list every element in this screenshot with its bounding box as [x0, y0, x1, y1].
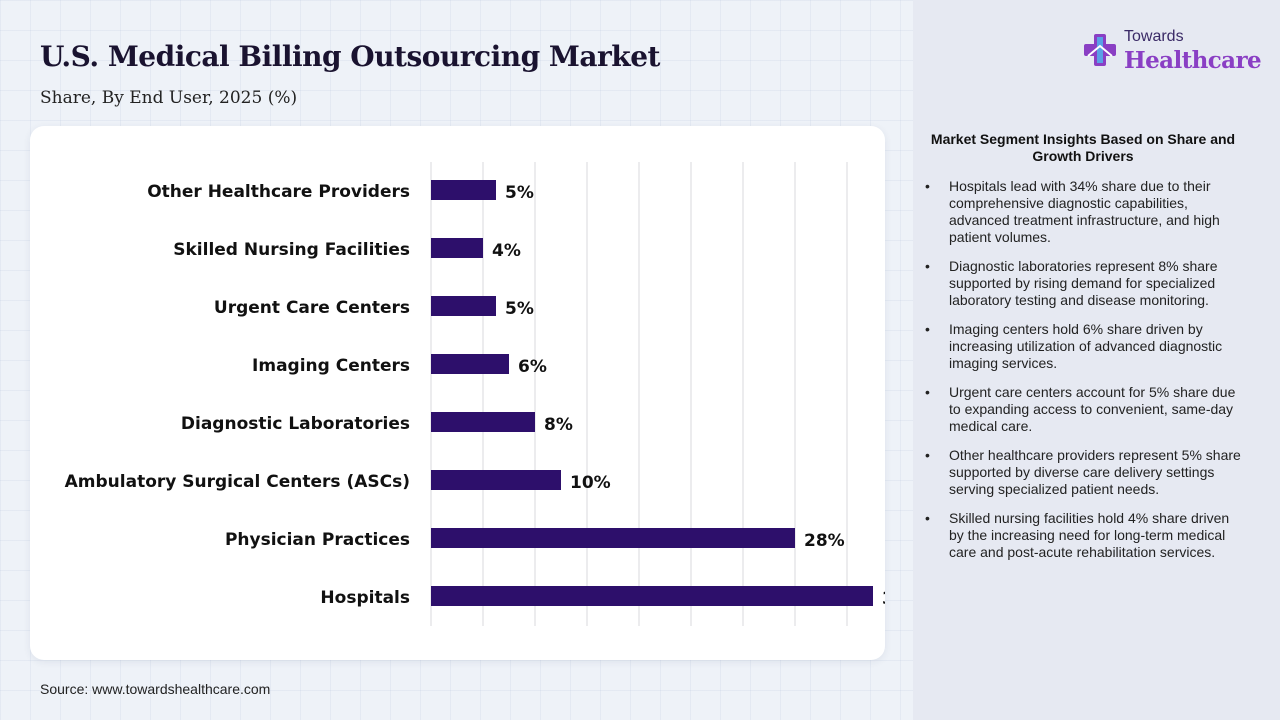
- insight-item: • Urgent care centers account for 5% shar…: [925, 384, 1245, 435]
- bullet-icon: •: [925, 510, 930, 526]
- insight-text: Diagnostic laboratories represent 8% sha…: [949, 258, 1218, 308]
- insight-item: • Diagnostic laboratories represent 8% sh…: [925, 258, 1245, 309]
- bar: [431, 354, 509, 374]
- bar-chart: Other Healthcare Providers 5% Skilled Nurs…: [65, 162, 885, 626]
- bullet-icon: •: [925, 178, 930, 194]
- insight-text: Urgent care centers account for 5% share…: [949, 384, 1236, 434]
- insight-item: • Other healthcare providers represent 5%…: [925, 447, 1245, 498]
- bar: [431, 238, 483, 258]
- bullet-icon: •: [925, 447, 930, 463]
- bar: [431, 586, 873, 606]
- insights-list: • Hospitals lead with 34% share due to th…: [925, 178, 1245, 573]
- insight-text: Skilled nursing facilities hold 4% share…: [949, 510, 1230, 560]
- logo-text-main: Healthcare: [1124, 47, 1262, 74]
- data-label: 8%: [544, 415, 573, 435]
- category-label: Diagnostic Laboratories: [181, 414, 410, 434]
- insight-item: • Hospitals lead with 34% share due to th…: [925, 178, 1245, 246]
- bullet-icon: •: [925, 384, 930, 400]
- bar: [431, 296, 496, 316]
- bullet-icon: •: [925, 321, 930, 337]
- bar: [431, 528, 795, 548]
- data-label: 5%: [505, 183, 534, 203]
- category-label: Hospitals: [320, 588, 410, 608]
- insight-text: Hospitals lead with 34% share due to the…: [949, 178, 1220, 245]
- data-label: 28%: [804, 531, 845, 551]
- chart-subtitle: Share, By End User, 2025 (%): [40, 88, 298, 108]
- data-label: 34%: [882, 589, 885, 609]
- towards-healthcare-logo: Towards Healthcare: [1080, 28, 1262, 78]
- category-label: Skilled Nursing Facilities: [173, 240, 410, 260]
- insight-item: • Skilled nursing facilities hold 4% shar…: [925, 510, 1245, 561]
- bar: [431, 180, 496, 200]
- insight-text: Imaging centers hold 6% share driven by …: [949, 321, 1223, 371]
- category-label: Physician Practices: [225, 530, 410, 550]
- logo-text-top: Towards: [1124, 28, 1184, 45]
- chart-card: Other Healthcare Providers 5% Skilled Nurs…: [30, 126, 885, 660]
- bar: [431, 412, 535, 432]
- data-label: 4%: [492, 241, 521, 261]
- bullet-icon: •: [925, 258, 930, 274]
- insight-item: • Imaging centers hold 6% share driven by…: [925, 321, 1245, 372]
- data-label: 10%: [570, 473, 611, 493]
- data-label: 5%: [505, 299, 534, 319]
- bar: [431, 470, 561, 490]
- category-label: Other Healthcare Providers: [147, 182, 410, 202]
- chart-title: U.S. Medical Billing Outsourcing Market: [40, 40, 660, 73]
- category-label: Imaging Centers: [252, 356, 410, 376]
- category-label: Ambulatory Surgical Centers (ASCs): [65, 472, 410, 492]
- source-note: Source: www.towardshealthcare.com: [40, 681, 271, 697]
- insights-panel: [913, 0, 1280, 720]
- medical-cross-icon: [1084, 34, 1116, 66]
- data-label: 6%: [518, 357, 547, 377]
- insight-text: Other healthcare providers represent 5% …: [949, 447, 1241, 497]
- insights-title: Market Segment Insights Based on Share a…: [930, 131, 1236, 164]
- category-label: Urgent Care Centers: [214, 298, 410, 318]
